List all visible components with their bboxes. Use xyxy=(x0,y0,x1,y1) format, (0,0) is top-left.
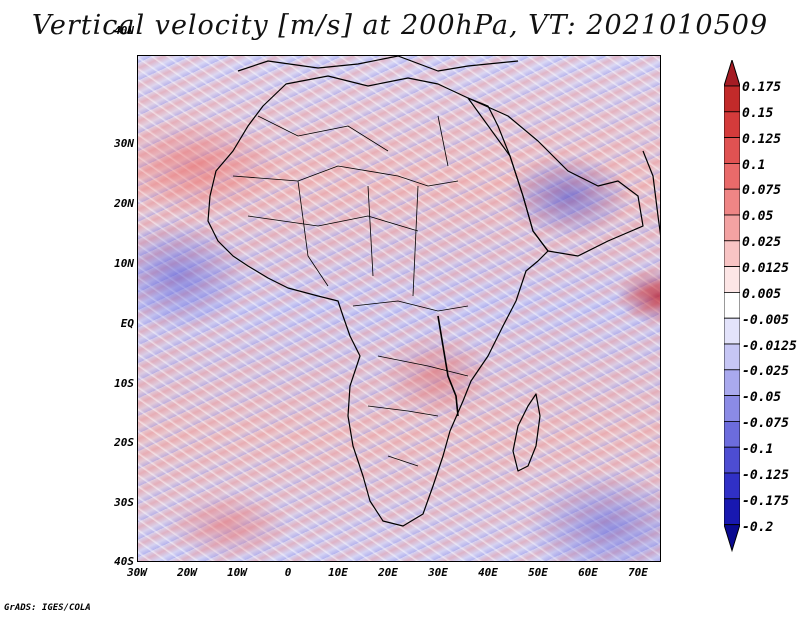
chart-title: Vertical velocity [m/s] at 200hPa, VT: 2… xyxy=(31,10,769,41)
lon-label-30e: 30E xyxy=(428,566,448,579)
colorbar-segment xyxy=(724,498,740,525)
colorbar-label: 0.0125 xyxy=(742,261,789,276)
colorbar-label: 0.075 xyxy=(742,183,782,198)
lon-label-20w: 20W xyxy=(177,566,197,579)
lon-label-70e: 70E xyxy=(628,566,648,579)
madagascar-coastline xyxy=(512,393,541,472)
lon-label-40e: 40E xyxy=(478,566,498,579)
india-coastline xyxy=(642,150,660,236)
colorbar-segment xyxy=(724,214,740,242)
colorbar-label: 0.005 xyxy=(742,287,782,302)
colorbar-segment xyxy=(724,420,740,448)
colorbar-segment xyxy=(724,163,740,190)
lat-label-eq: EQ xyxy=(120,317,134,330)
lat-label-20s: 20S xyxy=(114,436,134,449)
lon-label-50e: 50E xyxy=(528,566,548,579)
colorbar-segment xyxy=(724,317,740,345)
lon-label-20e: 20E xyxy=(378,566,398,579)
map-area xyxy=(137,55,661,562)
colorbar-label: -0.125 xyxy=(742,468,789,483)
colorbar-label: -0.025 xyxy=(742,364,789,379)
colorbar-label: 0.025 xyxy=(742,235,782,250)
lat-label-30n: 30N xyxy=(114,137,134,150)
colorbar-segment xyxy=(724,369,740,396)
lat-label-10s: 10S xyxy=(114,377,134,390)
arabia-coastline xyxy=(467,97,644,257)
colorbar-segment xyxy=(724,395,740,422)
colorbar-segment xyxy=(724,111,740,138)
colorbar-label: -0.175 xyxy=(742,494,789,509)
colorbar-label: -0.0125 xyxy=(742,339,797,354)
colorbar-label: 0.05 xyxy=(742,209,774,224)
colorbar-segment xyxy=(724,188,740,216)
lat-label-20n: 20N xyxy=(114,197,134,210)
colorbar-segment xyxy=(724,266,740,293)
colorbar-segment xyxy=(724,472,740,500)
colorbar-label: -0.005 xyxy=(742,313,789,328)
lon-label-60e: 60E xyxy=(578,566,598,579)
colorbar-label: -0.05 xyxy=(742,390,782,405)
colorbar-label: -0.2 xyxy=(742,520,774,535)
colorbar-segment xyxy=(724,137,740,164)
lon-label-10e: 10E xyxy=(328,566,348,579)
colorbar-label: -0.1 xyxy=(742,442,774,457)
lon-label-0: 0 xyxy=(284,566,292,579)
africa-coastline xyxy=(207,75,549,527)
lat-label-10n: 10N xyxy=(114,257,134,270)
colorbar-label: -0.075 xyxy=(742,416,789,431)
lon-label-30w: 30W xyxy=(127,566,147,579)
colorbar-bottom-arrow xyxy=(724,524,740,553)
credit-text: GrADS: IGES/COLA xyxy=(4,603,91,613)
rift-lakes xyxy=(437,315,459,417)
lon-label-10w: 10W xyxy=(227,566,247,579)
colorbar-segment xyxy=(724,343,740,371)
colorbar-segment xyxy=(724,291,740,319)
colorbar xyxy=(724,60,740,553)
colorbar-label: 0.175 xyxy=(742,80,782,95)
country-borders xyxy=(232,115,469,467)
europe-coastline xyxy=(237,56,519,72)
coastline-overlay xyxy=(207,56,660,527)
colorbar-label: 0.1 xyxy=(742,158,766,173)
lat-label-40s: 40S xyxy=(114,555,134,568)
colorbar-label: 0.15 xyxy=(742,106,774,121)
lat-label-40n: 40N xyxy=(114,24,134,37)
lat-label-30s: 30S xyxy=(114,496,134,509)
colorbar-top-arrow xyxy=(724,60,740,87)
colorbar-segment xyxy=(724,85,740,113)
colorbar-segment xyxy=(724,446,740,474)
colorbar-label: 0.125 xyxy=(742,132,782,147)
colorbar-segment xyxy=(724,240,740,268)
